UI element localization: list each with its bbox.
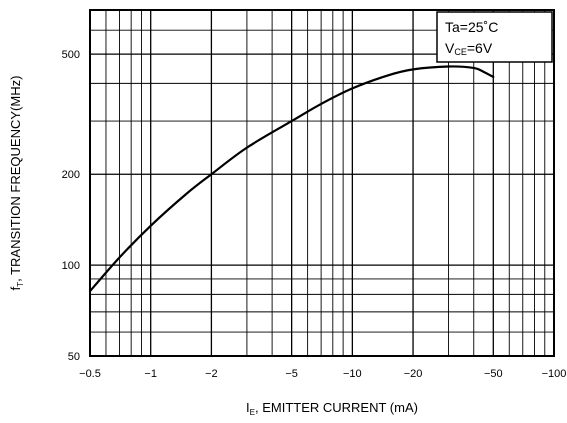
x-tick-label: −100 — [542, 368, 567, 380]
legend: Ta=25˚C VCE=6V — [436, 11, 553, 63]
y-tick-label: 500 — [62, 49, 80, 61]
series-layer — [88, 65, 495, 293]
legend-temperature: Ta=25˚C — [445, 19, 498, 35]
x-tick-label: −10 — [343, 368, 362, 380]
y-tick-label: 50 — [68, 351, 80, 363]
x-tick-label: −5 — [285, 368, 298, 380]
y-axis-label: fT, TRANSITION FREQUENCY(MHz) — [8, 76, 25, 291]
x-tick-label: −2 — [205, 368, 218, 380]
y-tick-label: 100 — [62, 260, 80, 272]
legend-box — [436, 11, 553, 63]
y-tick-label: 200 — [62, 169, 80, 181]
y-tick-labels: 50 100 200 500 — [62, 49, 80, 363]
x-tick-labels: −0.5 −1 −2 −5 −10 −20 −50 −100 — [79, 368, 566, 380]
series-line — [88, 65, 495, 293]
legend-voltage: VCE=6V — [445, 40, 493, 57]
x-tick-label: −0.5 — [79, 368, 101, 380]
plot-frame — [89, 9, 555, 357]
x-tick-label: −50 — [484, 368, 503, 380]
x-tick-label: −20 — [404, 368, 423, 380]
x-tick-label: −1 — [144, 368, 157, 380]
x-axis-label: IE, EMITTER CURRENT (mA) — [246, 400, 418, 417]
